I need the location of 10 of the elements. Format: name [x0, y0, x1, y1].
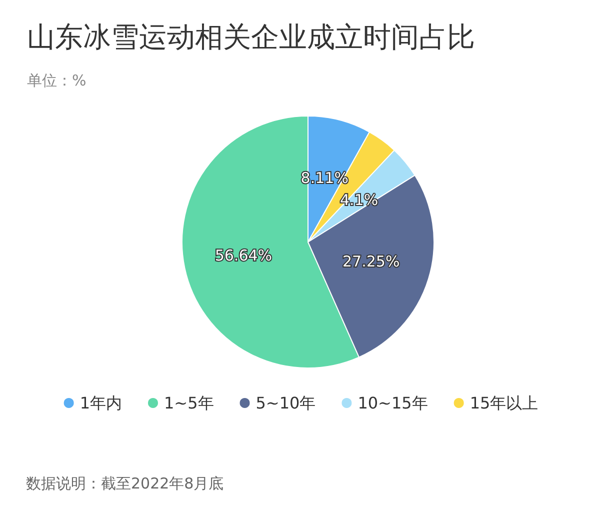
chart-subtitle: 单位：%: [27, 72, 86, 90]
data-label: 27.25%: [342, 252, 400, 270]
legend-label: 15年以上: [470, 394, 538, 412]
text: 数据说明：截至2022年8月底: [26, 474, 224, 492]
chart-title: 山东冰雪运动相关企业成立时间占比: [27, 20, 475, 54]
legend-label: 1年内: [80, 394, 122, 412]
legend-label: 5~10年: [256, 394, 316, 412]
data-label: 56.64%: [214, 246, 272, 265]
legend-label: 1~5年: [164, 394, 214, 412]
legend-label: 10~15年: [358, 394, 428, 412]
